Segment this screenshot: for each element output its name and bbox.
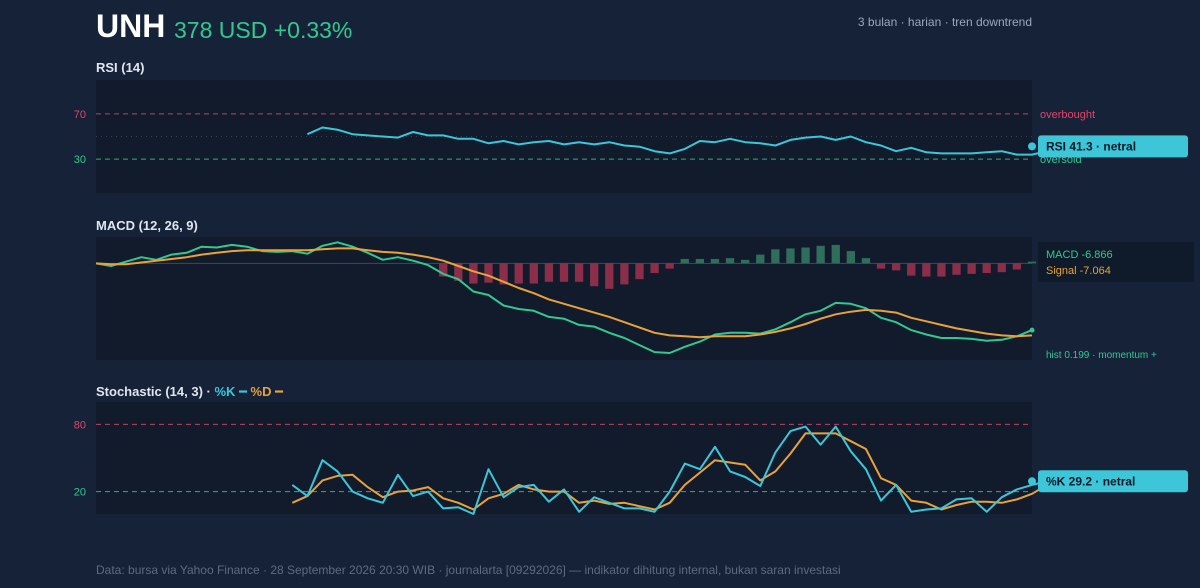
macd-hist-bar <box>756 254 765 264</box>
macd-hist-bar <box>665 263 674 269</box>
macd-hist-bar <box>710 258 720 264</box>
macd-hist-bar <box>997 263 1006 273</box>
macd-hist-bar <box>605 263 614 289</box>
rsi-line <box>306 126 1093 156</box>
rsi-tick-70: 70 <box>74 109 86 121</box>
macd-hist-bar <box>891 263 901 271</box>
ticker-symbol: UNH <box>96 8 166 44</box>
price-change: 378 USD +0.33% <box>174 17 353 43</box>
macd-hist-bar <box>771 249 780 264</box>
stoch-panel-bg <box>96 402 1032 514</box>
macd-panel-title: MACD (12, 26, 9) <box>96 218 198 233</box>
rsi-ref-label-overbought: overbought <box>1040 109 1095 121</box>
macd-hist-bar <box>484 263 493 283</box>
macd-hist-bar <box>786 248 795 264</box>
macd-hist-bar <box>831 244 840 264</box>
stoch-d-line <box>291 432 1048 511</box>
macd-hist-bar <box>529 263 538 284</box>
macd-hist-bar <box>876 263 886 269</box>
stoch-tick-20: 20 <box>74 487 86 499</box>
rsi-panel-title: RSI (14) <box>96 60 145 75</box>
macd-last-dot <box>1029 327 1035 333</box>
macd-hist-bar <box>574 263 584 282</box>
macd-hist-bar <box>544 263 554 282</box>
macd-hist-bar <box>816 245 825 264</box>
macd-hist-bar <box>559 263 569 282</box>
stoch-badge-text: %K 29.2 · netral <box>1046 474 1135 488</box>
macd-hist-label: hist 0.199 · momentum + <box>1046 350 1157 361</box>
macd-hist-bar <box>499 263 508 285</box>
macd-hist-bar <box>922 263 931 277</box>
macd-hist-bar <box>725 258 735 264</box>
stoch-last-dot <box>1028 477 1036 486</box>
macd-hist-bar <box>907 263 916 276</box>
rsi-last-dot <box>1028 142 1036 151</box>
macd-hist-bar <box>801 247 810 264</box>
chart-meta: 3 bulan · harian · tren downtrend <box>857 15 1032 29</box>
macd-hist-bar <box>1012 263 1022 270</box>
macd-hist-bar <box>469 263 478 284</box>
macd-hist-bar <box>741 259 750 264</box>
stoch-badge <box>1038 470 1188 493</box>
stoch-tick-80: 80 <box>74 419 86 431</box>
macd-hist-bar <box>680 258 689 264</box>
macd-hist-bar <box>650 263 659 274</box>
macd-legend-signal: Signal -7.064 <box>1046 265 1111 277</box>
stoch-title-text: Stochastic (14, 3) · <box>96 384 211 399</box>
macd-hist-bar <box>861 258 871 264</box>
stoch-d-legend: %D ━ <box>250 384 283 399</box>
rsi-tick-30: 30 <box>74 154 86 166</box>
rsi-badge-text: RSI 41.3 · netral <box>1046 139 1136 153</box>
macd-line <box>95 241 1033 354</box>
macd-hist-bar <box>846 251 855 264</box>
macd-hist-bar <box>1027 261 1037 264</box>
macd-hist-bar <box>620 263 629 285</box>
macd-hist-bar <box>695 258 705 264</box>
footer-note: Data: bursa via Yahoo Finance · 28 Septe… <box>96 563 841 577</box>
stoch-k-line <box>291 425 1048 515</box>
macd-hist-bar <box>635 263 644 280</box>
macd-panel-bg <box>96 237 1032 360</box>
stoch-panel-title: Stochastic (14, 3) · %K ━ %D ━ <box>96 384 283 400</box>
macd-hist-bar <box>982 263 991 274</box>
macd-hist-bar <box>952 263 961 275</box>
rsi-badge <box>1038 135 1188 158</box>
macd-hist-bar <box>514 263 523 284</box>
macd-hist-bar <box>439 263 448 277</box>
signal-line <box>95 247 1033 339</box>
macd-legend-macd: MACD -6.866 <box>1046 249 1113 261</box>
macd-hist-bar <box>590 263 599 287</box>
macd-hist-bar <box>454 263 463 281</box>
macd-hist-bar <box>967 263 976 274</box>
macd-legend-box <box>1038 242 1194 282</box>
macd-hist-bar <box>937 263 946 277</box>
stoch-k-legend: %K ━ <box>214 384 247 399</box>
